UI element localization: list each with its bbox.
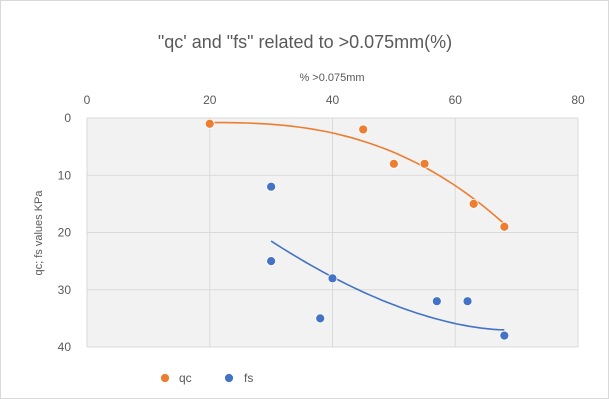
trendline-qc xyxy=(209,121,505,225)
point-qc xyxy=(358,124,369,135)
trendline-fs xyxy=(270,240,505,331)
legend-label-qc: qc xyxy=(179,371,192,385)
x-tick-label: 40 xyxy=(326,93,340,107)
x-tick-label: 80 xyxy=(571,93,585,107)
y-axis-title: qc; fs values KPa xyxy=(33,190,45,276)
point-fs xyxy=(315,313,326,324)
point-qc xyxy=(419,158,430,169)
point-qc xyxy=(388,158,399,169)
y-tick-label: 0 xyxy=(64,111,71,125)
grid-lines xyxy=(86,117,579,348)
y-tick-label: 40 xyxy=(58,340,72,354)
tick-labels: 0 20 40 60 80 0 10 20 30 40 xyxy=(58,93,585,354)
chart-title: "qc' and "fs" related to >0.075mm(%) xyxy=(158,32,452,52)
point-qc xyxy=(499,221,510,232)
data-points xyxy=(204,118,510,341)
x-axis-title: % >0.075mm xyxy=(299,72,364,84)
legend-label-fs: fs xyxy=(244,371,253,385)
trendlines xyxy=(209,121,505,331)
y-tick-label: 20 xyxy=(58,226,72,240)
point-qc xyxy=(204,118,215,129)
point-fs xyxy=(462,296,473,307)
point-qc xyxy=(468,198,479,209)
legend-marker-fs xyxy=(224,373,234,383)
point-fs xyxy=(431,296,442,307)
y-tick-label: 30 xyxy=(58,283,72,297)
point-fs xyxy=(327,273,338,284)
point-fs xyxy=(266,256,277,267)
x-tick-label: 20 xyxy=(203,93,217,107)
point-fs xyxy=(499,330,510,341)
x-tick-label: 0 xyxy=(84,93,91,107)
legend: qc fs xyxy=(160,371,253,385)
legend-marker-qc xyxy=(160,373,170,383)
point-fs xyxy=(266,181,277,192)
x-tick-label: 60 xyxy=(449,93,463,107)
y-tick-label: 10 xyxy=(58,168,72,182)
